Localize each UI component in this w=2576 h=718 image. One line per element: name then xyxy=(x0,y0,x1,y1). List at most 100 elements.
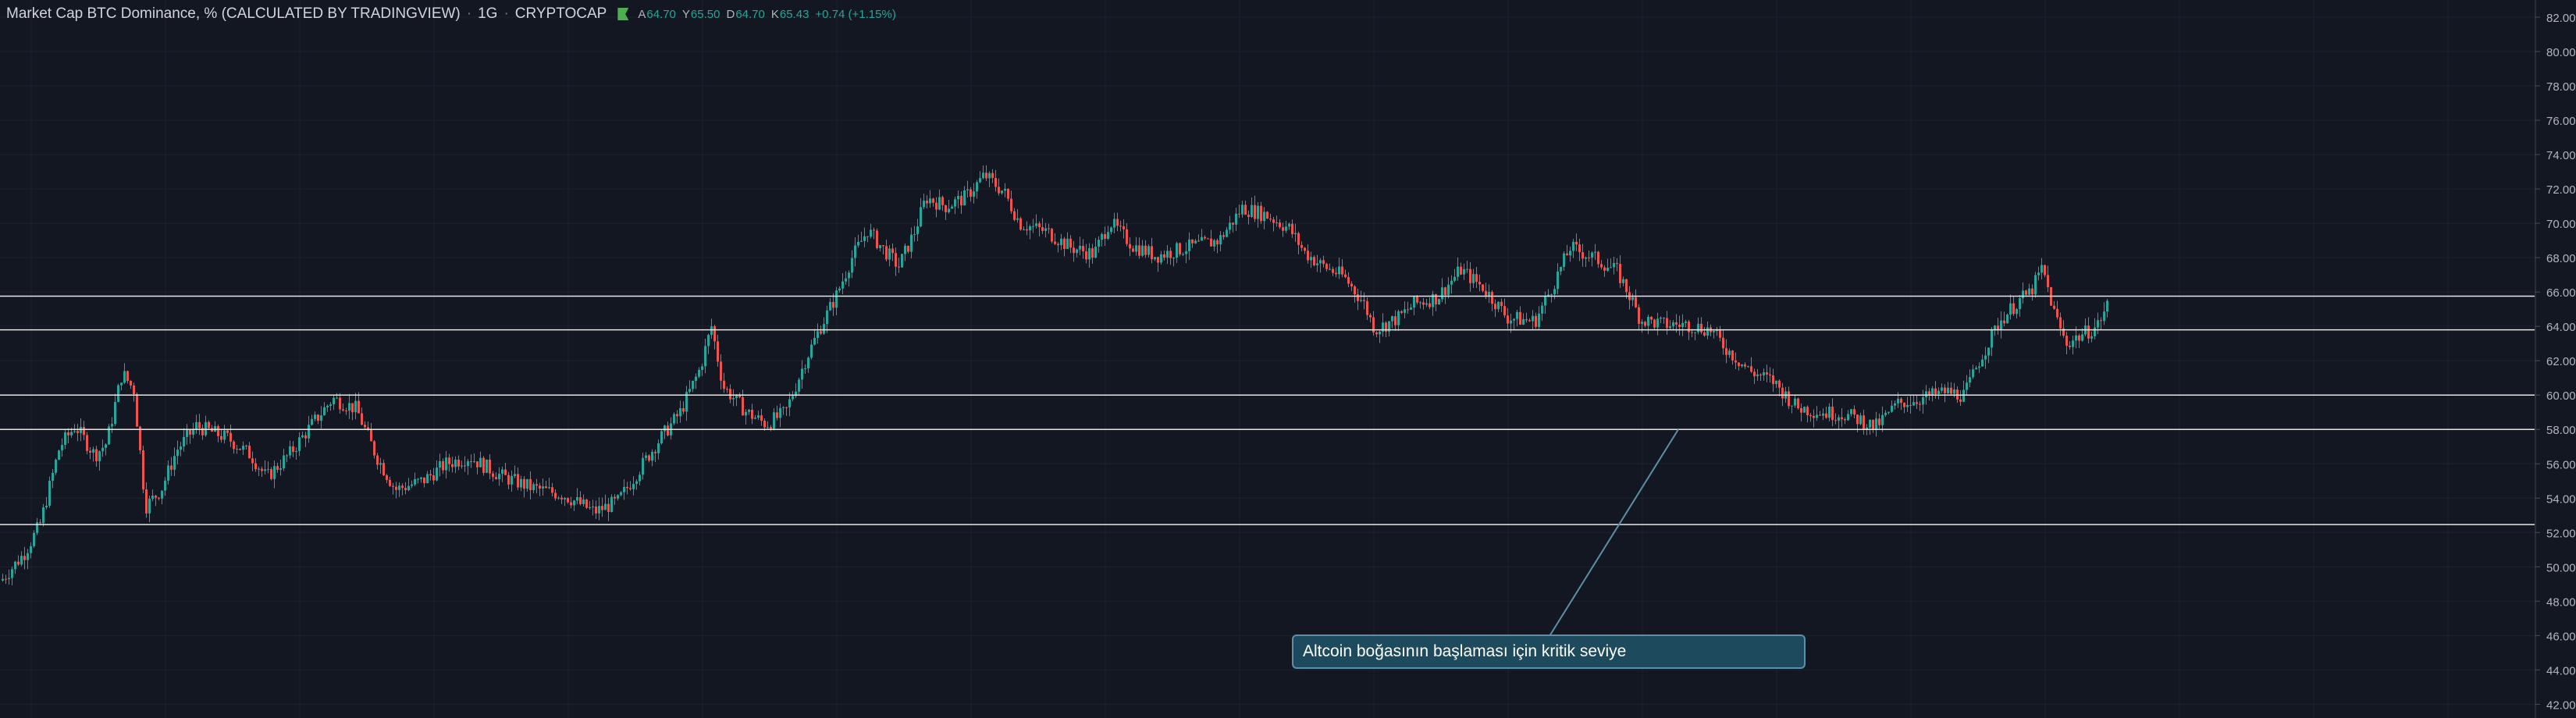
candle-body xyxy=(229,432,232,442)
candle-body xyxy=(414,478,416,485)
candle-body xyxy=(439,460,441,468)
candle-body xyxy=(411,484,413,486)
candle-body xyxy=(1085,251,1087,260)
candle-body xyxy=(1194,240,1197,243)
candle-body xyxy=(1906,404,1909,407)
candle-body xyxy=(570,502,572,506)
candle-body xyxy=(767,427,769,428)
candle-body xyxy=(382,463,385,475)
candle-body xyxy=(523,478,525,489)
candle-body xyxy=(370,429,372,442)
candle-body xyxy=(1322,260,1325,265)
candle-body xyxy=(676,414,678,417)
candle-body xyxy=(2081,334,2083,341)
candle-body xyxy=(542,486,544,489)
candle-body xyxy=(1316,263,1318,265)
candle-body xyxy=(1435,293,1437,305)
candle-body xyxy=(392,485,394,487)
candle-body xyxy=(1959,399,1962,402)
candle-body xyxy=(1329,268,1331,270)
candle-body xyxy=(1135,245,1137,252)
candle-body xyxy=(117,385,119,403)
candle-body xyxy=(67,432,69,435)
candle-body xyxy=(1825,413,1827,418)
candle-body xyxy=(554,492,557,499)
candle-body xyxy=(226,430,229,433)
candle-body xyxy=(1878,418,1880,425)
exchange-label: CRYPTOCAP xyxy=(514,5,607,22)
candle-body xyxy=(292,446,294,453)
candle-body xyxy=(1797,398,1799,408)
candle-body xyxy=(988,172,991,179)
candle-body xyxy=(86,435,88,451)
candle-body xyxy=(1282,227,1284,231)
change-value: +0.74 (+1.15%) xyxy=(815,7,896,21)
candle-body xyxy=(1962,389,1965,402)
candle-body xyxy=(1404,309,1406,313)
high-value: Y65.50 xyxy=(681,7,720,21)
candle-body xyxy=(642,457,644,475)
candle-body xyxy=(501,469,503,475)
candle-body xyxy=(1300,244,1303,248)
candle-body xyxy=(1279,222,1281,228)
separator: · xyxy=(466,5,472,22)
candle-body xyxy=(55,460,57,473)
candle-body xyxy=(1276,222,1278,223)
candle-body xyxy=(398,485,400,490)
candle-body xyxy=(929,198,931,204)
candle-body xyxy=(20,556,23,565)
candle-body xyxy=(1722,337,1724,349)
candle-body xyxy=(39,522,41,524)
candle-body xyxy=(792,396,794,400)
candle-body xyxy=(298,437,301,451)
candle-body xyxy=(673,414,675,424)
price-tick-label: 78.00 xyxy=(2546,80,2576,94)
candle-body xyxy=(2100,320,2102,322)
candle-body xyxy=(270,468,272,479)
candle-body xyxy=(1522,318,1525,325)
candle-body xyxy=(1369,315,1372,318)
price-tick-label: 56.00 xyxy=(2546,458,2576,471)
candle-body xyxy=(1541,305,1543,314)
candle-body xyxy=(1185,251,1187,254)
candle-body xyxy=(1407,309,1409,311)
candle-body xyxy=(1909,404,1912,406)
candle-body xyxy=(545,486,547,489)
candle-body xyxy=(701,366,703,371)
candle-body xyxy=(379,463,382,465)
candle-body xyxy=(1694,332,1696,333)
candle-body xyxy=(2078,335,2080,341)
price-axis[interactable]: 42.00 44.00 46.00 48.00 50.00 52.00 54.00 56.00… xyxy=(2535,0,2576,718)
candle-body xyxy=(945,205,947,212)
ohlc-values: A64.70 Y65.50 D64.70 K65.43 +0.74 (+1.15… xyxy=(638,8,895,21)
candle-body xyxy=(1856,414,1859,425)
candle-body xyxy=(1098,240,1100,247)
candle-body xyxy=(407,485,410,491)
price-tick-label: 70.00 xyxy=(2546,218,2576,231)
candle-body xyxy=(105,444,107,448)
candle-body xyxy=(1285,226,1287,231)
candle-body xyxy=(623,486,625,492)
symbol-title[interactable]: Market Cap BTC Dominance, % (CALCULATED … xyxy=(6,5,461,22)
candle-body xyxy=(1379,331,1381,335)
annotation-callout[interactable]: Altcoin boğasının başlaması için kritik … xyxy=(1292,634,1806,669)
candle-body xyxy=(720,361,722,381)
candle-body xyxy=(1066,238,1069,249)
candle-body xyxy=(1453,276,1456,281)
candle-body xyxy=(2037,272,2040,275)
candle-body xyxy=(376,455,379,465)
price-tick-label: 68.00 xyxy=(2546,252,2576,265)
candle-body xyxy=(1466,268,1468,270)
candle-body xyxy=(742,396,744,416)
candle-body xyxy=(2009,303,2012,315)
candle-body xyxy=(1438,299,1440,305)
candle-body xyxy=(1950,387,1952,394)
candle-body xyxy=(610,496,613,512)
candle-body xyxy=(1594,251,1596,253)
candle-body xyxy=(389,479,391,486)
interval-label[interactable]: 1G xyxy=(478,5,498,22)
candle-body xyxy=(895,253,897,267)
candle-body xyxy=(1841,417,1843,420)
